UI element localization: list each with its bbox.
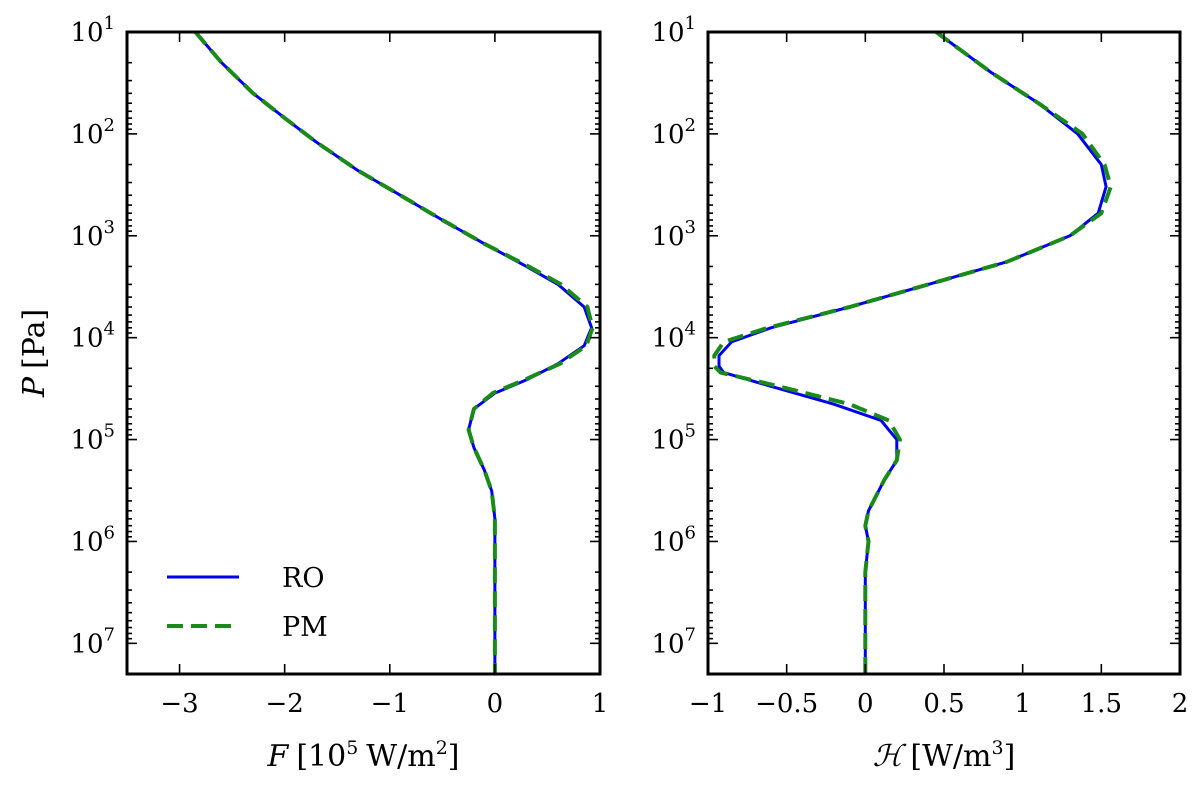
x-tick-label: −1	[371, 689, 409, 719]
y-tick-label: 106	[70, 522, 115, 557]
x-tick-label: 0	[487, 689, 504, 719]
x-tick-label: −0.5	[755, 689, 818, 719]
series-line-pm	[712, 32, 1113, 674]
legend-label-pm: PM	[282, 612, 328, 643]
heating-rate-panel: −1 −0.5 0 0.5 1 1.5 2 101 102 103 104 105 106 107 ℋ [W/…	[651, 13, 1188, 774]
y-tick-label: 101	[70, 13, 115, 48]
y-tick-label: 103	[651, 217, 696, 252]
y-tick-label: 107	[70, 624, 115, 659]
flux-panel: −3 −2 −1 0 1 101 102 103 104 105 106 107 F [105 W/m2] P…	[17, 13, 608, 774]
y-tick-label: 103	[70, 217, 115, 252]
series-line-ro	[717, 32, 1108, 674]
x-axis-label: F [105 W/m2]	[266, 737, 459, 774]
y-tick-label: 104	[70, 319, 115, 354]
x-tick-label: −3	[160, 689, 198, 719]
series-line-pm	[193, 32, 595, 674]
y-tick-label: 105	[70, 421, 115, 456]
y-tick-label: 102	[651, 115, 696, 150]
y-tick-label: 104	[651, 319, 696, 354]
y-tick-label: 102	[70, 115, 115, 150]
y-tick-label: 106	[651, 522, 696, 557]
x-tick-label: 1.5	[1081, 689, 1122, 719]
y-axis-label: P[Pa]	[17, 309, 52, 398]
x-tick-label: 0	[857, 689, 874, 719]
plot-frame	[125, 30, 602, 676]
y-tick-label: 101	[651, 13, 696, 48]
y-tick-label: 105	[651, 421, 696, 456]
x-axis-label: ℋ [W/m3]	[873, 737, 1016, 774]
y-tick-label: 107	[651, 624, 696, 659]
x-tick-label: 2	[1172, 689, 1189, 719]
x-tick-label: 1	[592, 689, 609, 719]
series-line-ro	[194, 32, 594, 674]
legend-label-ro: RO	[282, 563, 324, 594]
x-tick-label: 1	[1014, 689, 1031, 719]
x-tick-label: 0.5	[923, 689, 964, 719]
x-tick-label: −1	[689, 689, 727, 719]
x-tick-label: −2	[266, 689, 304, 719]
plot-frame	[706, 30, 1182, 676]
